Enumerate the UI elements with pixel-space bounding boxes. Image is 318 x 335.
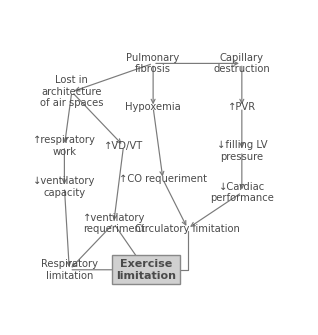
Text: Lost in
architecture
of air spaces: Lost in architecture of air spaces (40, 75, 104, 109)
Text: ↑respiratory
work: ↑respiratory work (33, 135, 96, 157)
Text: ↑PVR: ↑PVR (228, 102, 256, 112)
Text: ↓ventilatory
capacity: ↓ventilatory capacity (33, 177, 96, 198)
Text: Circulatory limitation: Circulatory limitation (135, 223, 240, 233)
Text: Hypoxemia: Hypoxemia (125, 102, 181, 112)
Text: ↑ventilatory
requeriment: ↑ventilatory requeriment (82, 212, 145, 234)
Text: Pulmonary
fibrosis: Pulmonary fibrosis (127, 53, 180, 74)
Text: ↓Cardiac
performance: ↓Cardiac performance (210, 182, 274, 203)
Text: Exercise
limitation: Exercise limitation (116, 259, 176, 281)
Text: Respiratory
limitation: Respiratory limitation (41, 259, 98, 281)
Text: ↑VD/VT: ↑VD/VT (104, 141, 143, 151)
Text: Capillary
destruction: Capillary destruction (213, 53, 270, 74)
Text: ↑CO requeriment: ↑CO requeriment (119, 175, 207, 185)
Text: ↓filling LV
pressure: ↓filling LV pressure (217, 140, 267, 162)
